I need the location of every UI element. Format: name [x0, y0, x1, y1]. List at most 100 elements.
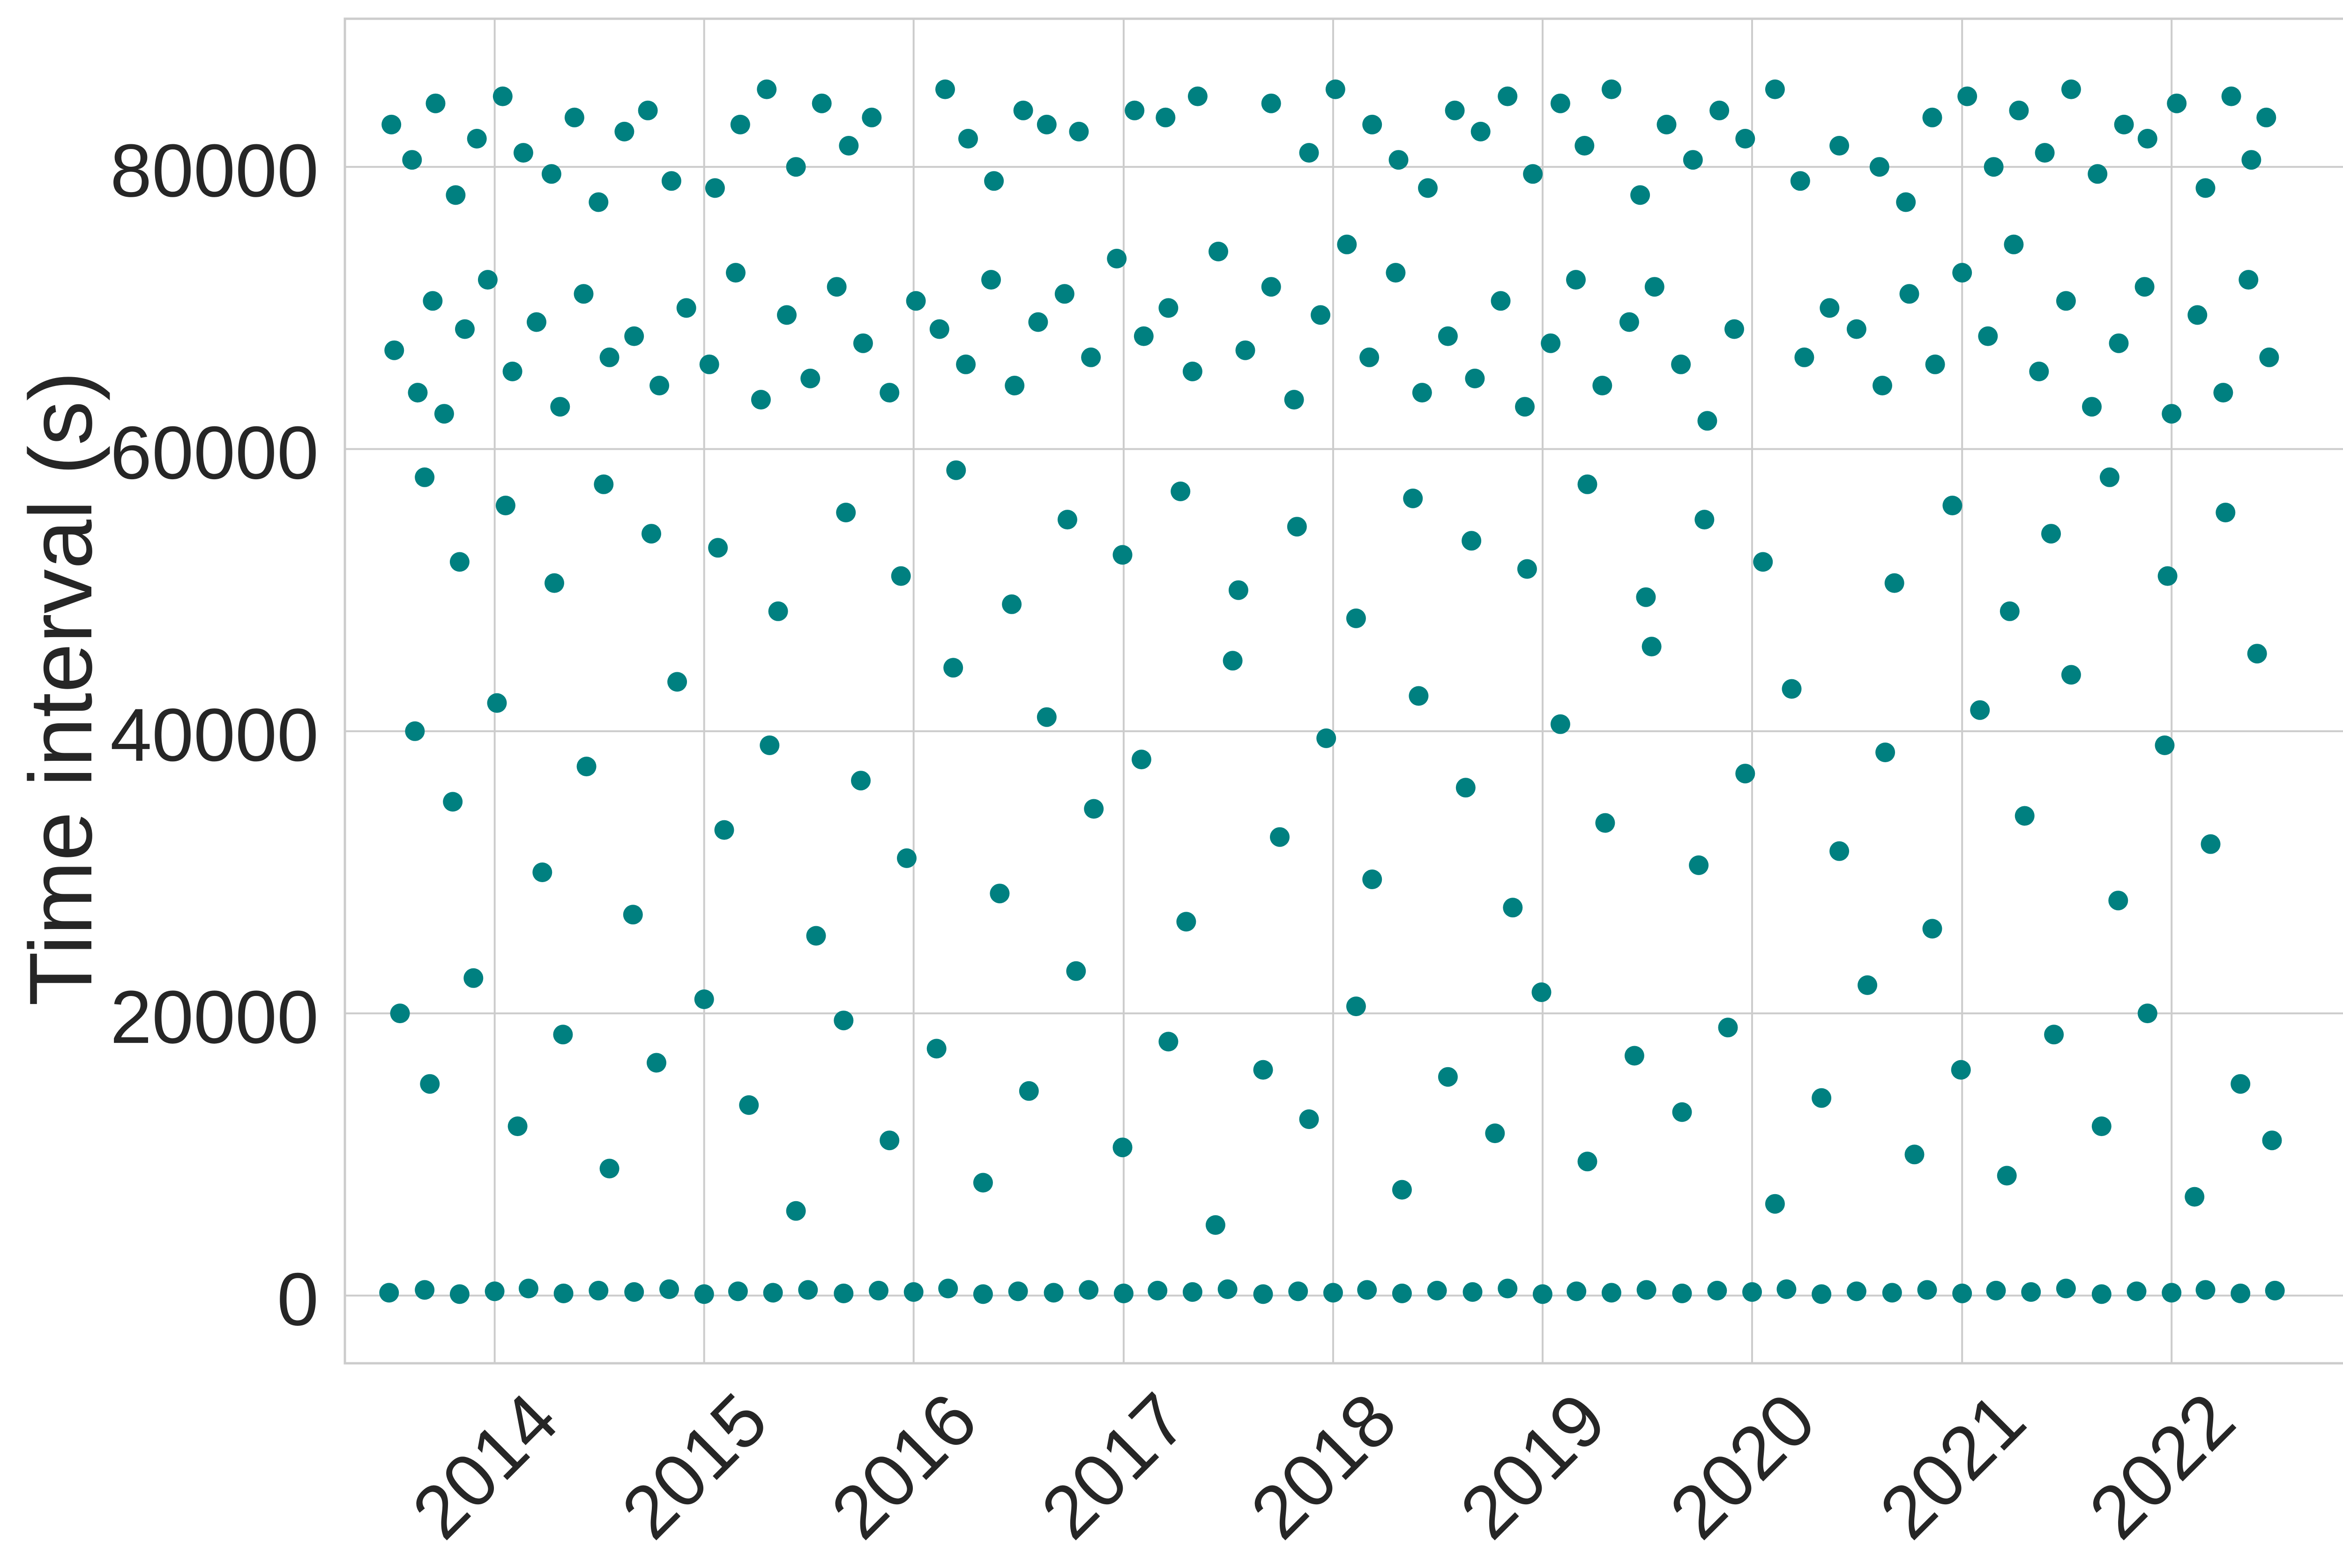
data-point: [405, 721, 425, 741]
data-point: [1392, 1180, 1412, 1200]
data-point: [1187, 86, 1208, 106]
data-point: [2155, 735, 2175, 755]
data-point: [2082, 397, 2102, 417]
data-point: [834, 1283, 854, 1303]
data-point: [1069, 121, 1089, 141]
data-point: [1917, 1280, 1937, 1300]
data-point: [1765, 1194, 1785, 1214]
y-axis-label: Time interval (s): [11, 372, 111, 1006]
data-point: [1718, 1018, 1738, 1038]
y-tick-label: 20000: [110, 975, 319, 1059]
data-point: [1156, 107, 1176, 127]
data-point: [853, 333, 873, 353]
data-point: [2114, 114, 2134, 134]
data-point: [1970, 700, 1990, 720]
data-point: [906, 291, 926, 311]
data-point: [1079, 1280, 1099, 1300]
data-point: [1438, 1067, 1458, 1087]
data-point: [1577, 474, 1597, 494]
data-point: [1346, 608, 1366, 628]
data-point: [699, 354, 719, 374]
data-point: [574, 284, 594, 304]
data-point: [502, 361, 522, 381]
data-point: [1037, 707, 1057, 727]
data-point: [425, 93, 446, 113]
data-point: [1316, 728, 1336, 748]
data-point: [667, 672, 687, 692]
data-point: [1986, 1280, 2006, 1300]
data-point: [1875, 743, 1895, 762]
data-point: [487, 693, 507, 713]
data-point: [2262, 1130, 2282, 1151]
data-point: [1362, 114, 1382, 134]
data-point: [623, 905, 643, 925]
plot-frame: [343, 17, 2343, 1365]
data-point: [827, 277, 847, 297]
data-point: [1359, 347, 1380, 367]
data-point: [1541, 333, 1561, 353]
data-point: [1724, 319, 1744, 339]
data-point: [2035, 143, 2055, 163]
data-point: [532, 862, 552, 882]
data-point: [1337, 234, 1357, 254]
data-point: [1812, 1088, 1832, 1108]
data-point: [834, 1011, 854, 1031]
data-point: [624, 1282, 644, 1302]
data-point: [943, 658, 963, 678]
data-point: [1253, 1060, 1273, 1080]
data-point: [1517, 559, 1537, 579]
data-point: [661, 171, 681, 191]
data-point: [434, 404, 454, 424]
data-point: [2009, 100, 2029, 120]
data-point: [728, 1281, 748, 1301]
data-point: [694, 989, 714, 1009]
data-point: [390, 1003, 410, 1024]
data-point: [757, 79, 777, 99]
data-point: [2213, 383, 2233, 403]
gridlines: [345, 19, 2343, 1363]
data-point: [1624, 1046, 1644, 1066]
data-point: [2056, 291, 2076, 311]
data-point: [1008, 1281, 1028, 1301]
data-point: [1689, 855, 1709, 875]
data-point: [1235, 340, 1255, 360]
data-point: [851, 771, 871, 791]
data-point: [869, 1280, 888, 1300]
data-point: [1636, 587, 1656, 607]
data-point: [1176, 912, 1196, 932]
data-point: [1427, 1280, 1447, 1300]
data-point: [1899, 284, 1919, 304]
data-point: [1884, 573, 1904, 593]
data-point: [1463, 1282, 1483, 1302]
data-point: [1158, 1032, 1179, 1052]
data-point: [1261, 93, 1281, 113]
data-point: [443, 792, 463, 812]
data-point: [2041, 524, 2061, 544]
data-points: [379, 79, 2285, 1304]
data-point: [2029, 361, 2049, 381]
data-point: [806, 926, 826, 946]
data-point: [1642, 637, 1662, 657]
data-point: [589, 1280, 609, 1300]
data-point: [2216, 503, 2236, 522]
data-point: [478, 270, 498, 290]
data-point: [839, 136, 859, 156]
data-point: [1683, 150, 1703, 170]
data-point: [1707, 1280, 1727, 1300]
data-point: [1498, 1278, 1518, 1299]
data-point: [1753, 552, 1773, 572]
data-point: [449, 552, 470, 572]
data-point: [1107, 249, 1127, 268]
data-point: [800, 368, 821, 388]
data-point: [2231, 1283, 2251, 1303]
data-point: [1299, 143, 1319, 163]
data-point: [1709, 100, 1730, 120]
data-point: [1882, 1283, 1902, 1303]
data-point: [1922, 919, 1942, 939]
data-point: [449, 1284, 470, 1304]
data-point: [990, 884, 1010, 904]
data-point: [2134, 277, 2155, 297]
data-point: [1287, 517, 1307, 537]
data-point: [1253, 1284, 1273, 1304]
